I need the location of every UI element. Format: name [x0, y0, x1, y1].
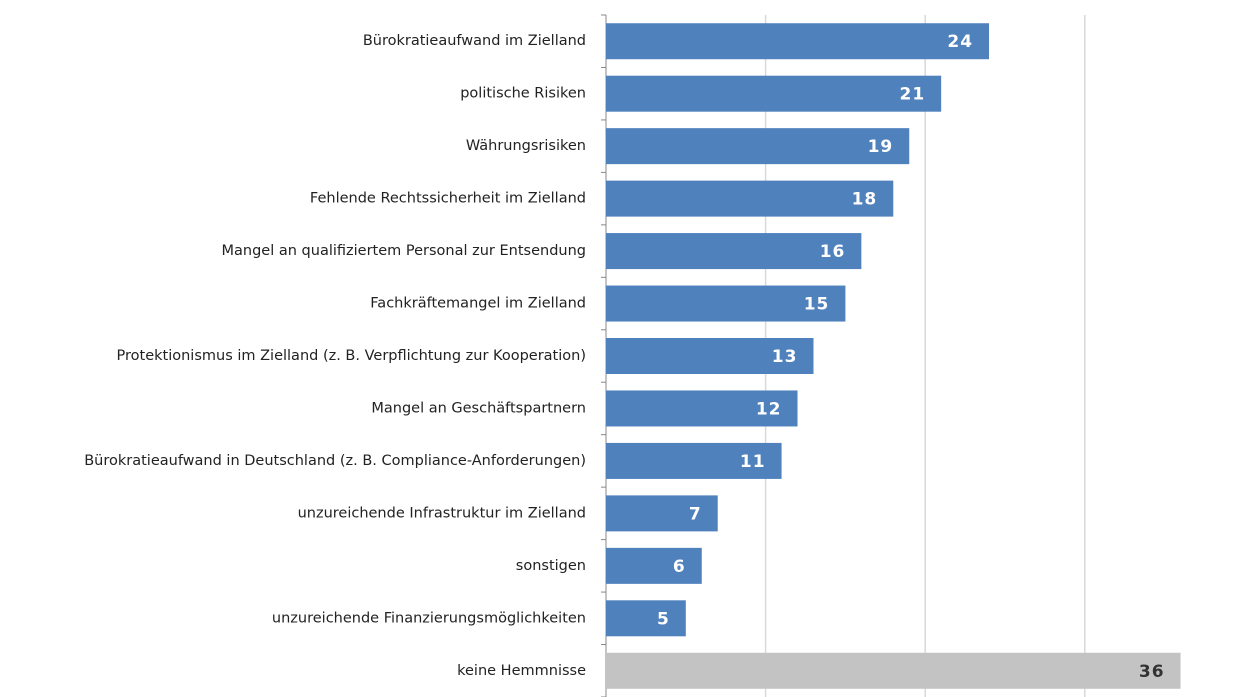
- category-label: sonstigen: [516, 558, 586, 574]
- value-label: 36: [1139, 662, 1165, 682]
- value-label: 24: [947, 32, 973, 52]
- value-label: 13: [772, 347, 798, 367]
- bar: [606, 442, 782, 479]
- bar: [606, 128, 910, 165]
- value-label: 19: [868, 137, 894, 157]
- category-label: Mangel an Geschäftspartnern: [371, 400, 586, 416]
- value-label: 15: [804, 295, 830, 315]
- value-label: 16: [820, 242, 846, 262]
- bar: [606, 233, 862, 270]
- bar: [606, 390, 798, 427]
- category-label: Bürokratieaufwand in Deutschland (z. B. …: [84, 453, 586, 469]
- category-label: unzureichende Infrastruktur im Zielland: [298, 505, 586, 521]
- category-label: unzureichende Finanzierungsmöglichkeiten: [272, 610, 586, 626]
- value-label: 7: [689, 504, 702, 524]
- value-label: 5: [657, 609, 670, 629]
- category-label: keine Hemmnisse: [457, 663, 586, 679]
- category-label: Währungsrisiken: [466, 138, 586, 154]
- bar: [606, 600, 686, 637]
- bar: [606, 495, 718, 532]
- value-label: 21: [899, 85, 925, 105]
- value-label: 18: [852, 190, 878, 210]
- category-label: Mangel an qualifiziertem Personal zur En…: [222, 243, 586, 259]
- value-label: 6: [673, 557, 686, 577]
- category-label: Protektionismus im Zielland (z. B. Verpf…: [117, 348, 586, 364]
- value-label: 12: [756, 399, 782, 419]
- bar: [606, 338, 814, 374]
- bar: [606, 180, 894, 217]
- bar: [606, 23, 990, 60]
- bar: [606, 285, 846, 322]
- value-label: 11: [740, 452, 766, 472]
- category-label: Bürokratieaufwand im Zielland: [363, 33, 586, 49]
- category-label: Fachkräftemangel im Zielland: [370, 296, 586, 312]
- bar: [606, 75, 942, 112]
- bar: [606, 652, 1181, 689]
- bar: [606, 547, 702, 584]
- category-label: politische Risiken: [460, 86, 586, 102]
- category-label: Fehlende Rechtssicherheit im Zielland: [310, 191, 586, 207]
